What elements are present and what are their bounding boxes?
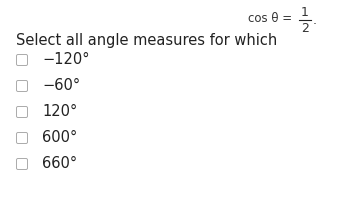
Text: cos θ =: cos θ = <box>248 11 292 24</box>
Text: −120°: −120° <box>42 52 89 67</box>
Text: 2: 2 <box>301 22 309 35</box>
Text: 120°: 120° <box>42 105 77 119</box>
Text: .: . <box>313 13 317 27</box>
FancyBboxPatch shape <box>16 81 27 92</box>
Text: −60°: −60° <box>42 78 80 94</box>
Text: Select all angle measures for which: Select all angle measures for which <box>16 32 277 48</box>
Text: 1: 1 <box>301 5 309 19</box>
FancyBboxPatch shape <box>16 159 27 170</box>
Text: 660°: 660° <box>42 157 77 172</box>
Text: 600°: 600° <box>42 130 77 146</box>
FancyBboxPatch shape <box>16 106 27 118</box>
FancyBboxPatch shape <box>16 132 27 143</box>
FancyBboxPatch shape <box>16 54 27 65</box>
